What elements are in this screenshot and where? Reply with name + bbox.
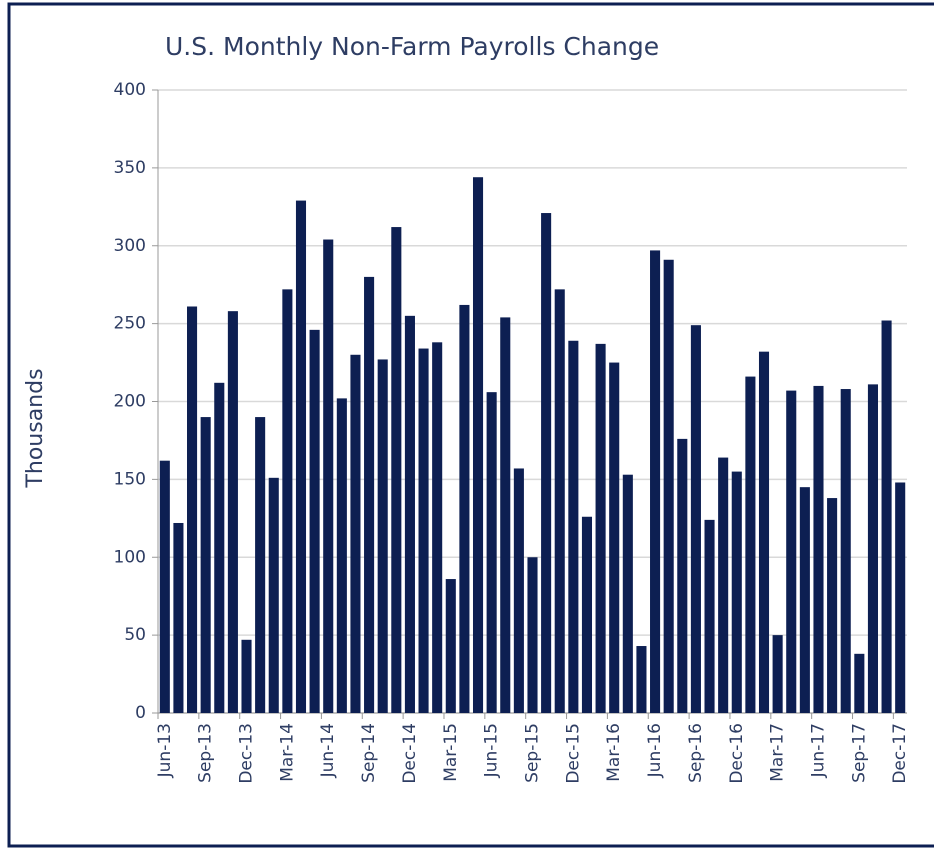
y-tick-label: 100 (114, 547, 146, 567)
x-tick-label: Jun-13 (155, 723, 175, 778)
bar (445, 579, 456, 713)
bar (200, 417, 211, 713)
bar (650, 250, 661, 714)
bar (881, 320, 892, 713)
x-tick-label: Sep-15 (523, 723, 543, 783)
bar (772, 635, 783, 713)
x-tick-label: Jun-16 (645, 723, 665, 778)
x-tick-label: Dec-16 (727, 723, 747, 784)
bar (432, 342, 443, 713)
bar (799, 487, 810, 713)
y-axis-title: Thousands (23, 368, 48, 488)
bar (227, 311, 238, 713)
bar (813, 385, 824, 713)
bar (187, 306, 198, 713)
bar (568, 340, 579, 713)
x-tick-label: Sep-14 (359, 723, 379, 783)
bar (527, 557, 538, 713)
bar (350, 354, 361, 713)
x-tick-label: Dec-17 (890, 723, 910, 784)
bar (336, 398, 347, 713)
y-tick-label: 200 (114, 392, 146, 412)
bar (214, 382, 225, 713)
y-tick-label: 300 (114, 236, 146, 256)
bar (622, 474, 633, 713)
bar (704, 519, 715, 713)
bar (173, 522, 184, 713)
y-tick-label: 50 (124, 625, 146, 645)
bar (459, 304, 470, 713)
x-tick-label: Sep-16 (686, 723, 706, 783)
bar (323, 239, 334, 713)
x-tick-label: Mar-15 (441, 723, 461, 782)
bar (282, 289, 293, 713)
bar (295, 200, 307, 713)
bar (472, 177, 484, 714)
bar (486, 392, 497, 713)
x-tick-label: Dec-13 (237, 723, 257, 784)
bar (309, 329, 320, 713)
bar (867, 384, 878, 713)
bar (513, 468, 524, 713)
bar (268, 477, 279, 713)
y-tick-label: 400 (114, 80, 146, 100)
bar (854, 653, 865, 713)
bar (500, 317, 511, 713)
bar (690, 325, 701, 713)
bar (677, 438, 688, 713)
bar (636, 646, 647, 713)
x-tick-label: Sep-17 (849, 723, 869, 783)
bar (609, 362, 620, 713)
bar (255, 417, 266, 713)
bar (758, 351, 770, 713)
bar (663, 259, 674, 713)
bar (595, 343, 606, 713)
bar (895, 482, 906, 713)
chart-title: U.S. Monthly Non-Farm Payrolls Change (165, 32, 659, 61)
bar (241, 639, 252, 713)
frame (7, 2, 934, 848)
bar (364, 276, 375, 713)
bar (745, 376, 756, 713)
bar (159, 460, 170, 713)
x-tick-label: Jun-15 (482, 723, 502, 778)
bar (827, 498, 838, 713)
y-tick-label: 350 (114, 158, 146, 178)
bar (581, 516, 593, 713)
x-tick-label: Sep-13 (196, 723, 216, 783)
x-tick-label: Dec-14 (400, 723, 420, 784)
bar (840, 389, 851, 713)
x-tick-label: Jun-17 (808, 723, 828, 778)
x-tick-label: Mar-17 (768, 723, 788, 782)
y-tick-label: 250 (114, 314, 146, 334)
x-tick-label: Dec-15 (563, 723, 583, 784)
y-tick-label: 0 (135, 703, 146, 723)
bar (541, 213, 552, 714)
x-tick-label: Jun-14 (318, 723, 338, 778)
bar (418, 348, 429, 713)
x-tick-label: Mar-14 (277, 723, 297, 782)
bar (786, 390, 797, 713)
bar (554, 289, 565, 713)
bar (731, 471, 742, 713)
bar (391, 227, 402, 713)
bar (718, 457, 729, 713)
y-tick-label: 150 (114, 469, 146, 489)
bar (404, 315, 415, 713)
bar (377, 359, 388, 713)
x-tick-label: Mar-16 (604, 723, 624, 782)
